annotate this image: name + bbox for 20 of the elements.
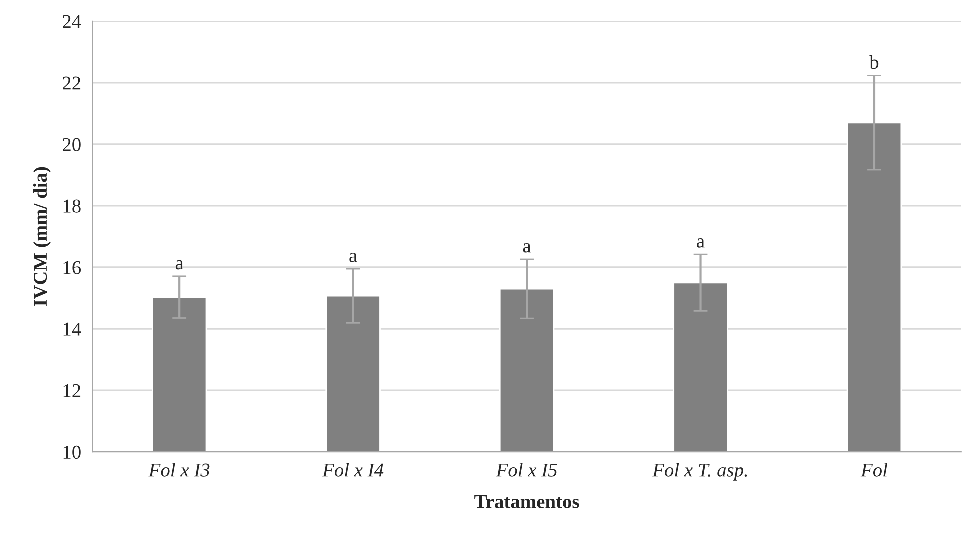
x-tick-label: Fol x T. asp. xyxy=(652,463,748,481)
annotation: a xyxy=(176,260,184,270)
y-tick-label: 12 xyxy=(64,384,81,398)
y-tick-label: 24 xyxy=(63,15,82,28)
y-tick-label: 18 xyxy=(64,200,81,213)
x-tick-label: Fol x I5 xyxy=(496,463,558,477)
x-tick-label: Fol x I3 xyxy=(148,463,210,477)
y-tick-label: 16 xyxy=(64,261,82,274)
x-tick-label: Fol xyxy=(860,463,888,477)
annotation: a xyxy=(697,238,705,248)
y-tick-label: 20 xyxy=(63,138,81,152)
annotation: a xyxy=(350,252,358,262)
y-tick-label: 22 xyxy=(63,76,81,90)
x-axis-title: Tratamentos xyxy=(474,495,580,508)
x-tick-label: Fol x I4 xyxy=(322,463,384,477)
annotation: b xyxy=(870,55,879,70)
y-axis-title: IVCM (mm/ dia) xyxy=(33,167,52,306)
annotation: a xyxy=(523,243,532,253)
y-tick-label: 14 xyxy=(64,322,82,336)
y-tick-label: 10 xyxy=(64,446,81,460)
